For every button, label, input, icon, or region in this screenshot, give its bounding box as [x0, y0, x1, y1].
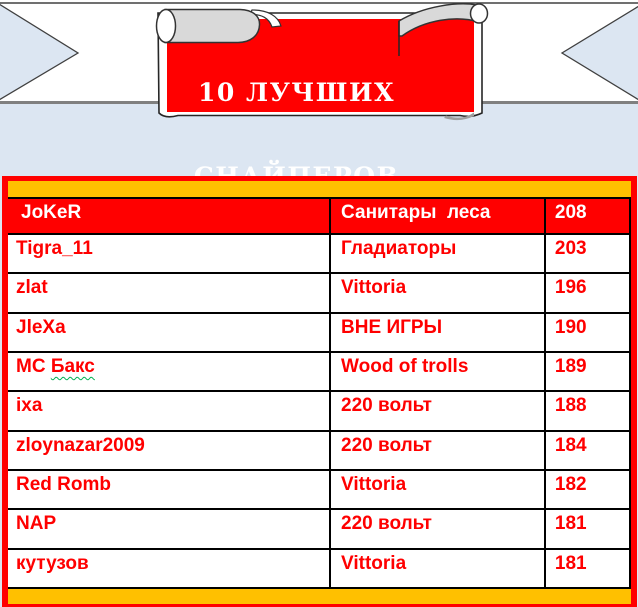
table-row: МС Бакс Wood of trolls 189	[8, 350, 631, 391]
team-cell: ВНЕ ИГРЫ	[329, 313, 544, 351]
player-cell: JoKeR	[21, 202, 82, 223]
banner-graphic	[0, 0, 638, 121]
score-cell: 196	[543, 274, 629, 312]
table-row: JleXa ВНЕ ИГРЫ 190	[8, 311, 631, 351]
player-cell: кутузов	[16, 552, 89, 574]
table-row: NAP 220 вольт 181	[8, 508, 631, 548]
footer-bar	[8, 588, 631, 604]
scroll-right-roll	[398, 3, 489, 56]
table-row: Tigra_11 Гладиаторы 203	[8, 233, 631, 273]
table-row: JoKeR Санитары леса 208	[8, 199, 631, 233]
scroll-left-roll	[155, 8, 282, 44]
player-cell: ixa	[16, 395, 43, 417]
team-cell: 220 вольт	[329, 510, 544, 548]
score-cell: 208	[543, 199, 629, 233]
ribbon-right-notch	[560, 5, 638, 101]
score-cell: 189	[543, 352, 629, 391]
score-cell: 188	[543, 392, 629, 430]
header-bar-top	[8, 181, 631, 197]
score-cell: 203	[543, 235, 629, 273]
player-cell: МС Бакс	[8, 353, 329, 390]
table-row: zloynazar2009 220 вольт 184	[8, 429, 631, 469]
team-cell: Wood of trolls	[329, 352, 544, 391]
page-title-line1: 10 ЛУЧШИХ	[198, 78, 395, 107]
team-cell: Гладиаторы	[329, 235, 544, 273]
player-cell: zlat	[16, 277, 48, 299]
leaderboard-table: JoKeR Санитары леса 208 Tigra_11 Гладиат…	[2, 176, 637, 607]
player-cell: JleXa	[16, 316, 66, 338]
table-row: ixa 220 вольт 188	[8, 390, 631, 430]
scroll-shape	[155, 3, 489, 121]
player-name-part: МС	[16, 355, 51, 377]
player-name-misspelled-part: Бакс	[50, 355, 95, 377]
player-cell: NAP	[16, 513, 57, 535]
player-cell: Red Romb	[16, 473, 111, 495]
divider-line	[8, 197, 631, 199]
player-cell: zloynazar2009	[16, 434, 145, 456]
team-cell: Санитары леса	[329, 199, 544, 233]
player-cell: Tigra_11	[16, 238, 93, 259]
score-cell: 190	[543, 313, 629, 351]
table-row: Red Romb Vittoria 182	[8, 468, 631, 509]
table-row: кутузов Vittoria 181	[8, 547, 631, 587]
team-cell: Vittoria	[329, 470, 544, 509]
score-cell: 181	[543, 510, 629, 548]
table-row: zlat Vittoria 196	[8, 272, 631, 312]
team-cell: 220 вольт	[329, 431, 544, 469]
score-cell: 184	[543, 431, 629, 469]
divider-line	[8, 586, 631, 589]
team-cell: 220 вольт	[329, 392, 544, 430]
ribbon-left-notch	[0, 3, 80, 101]
score-cell: 181	[543, 549, 629, 587]
team-cell: Vittoria	[329, 549, 544, 587]
team-cell: Vittoria	[329, 274, 544, 312]
score-cell: 182	[543, 470, 629, 509]
